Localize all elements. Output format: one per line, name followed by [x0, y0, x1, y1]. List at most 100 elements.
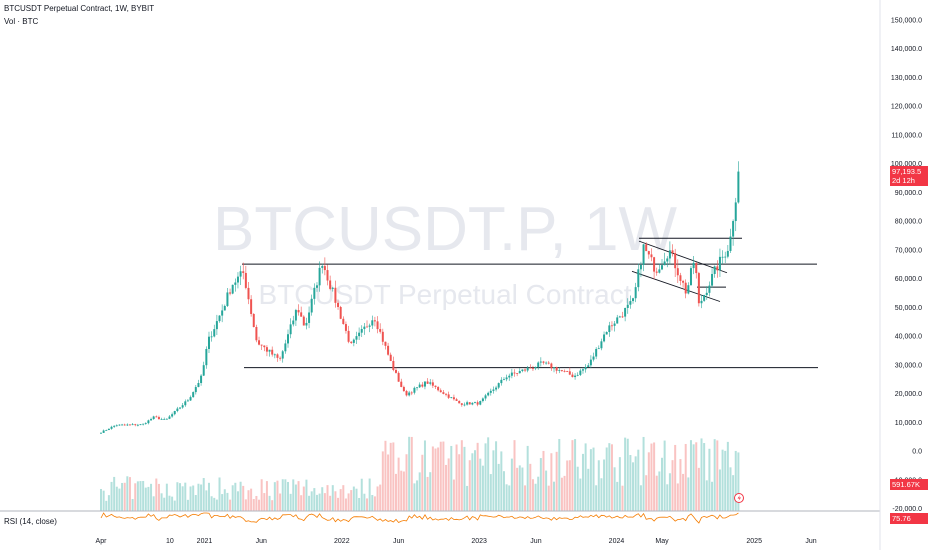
candle-body — [155, 416, 158, 418]
candle-body — [207, 336, 210, 349]
volume-bar — [521, 467, 524, 511]
volume-indicator-label[interactable]: Vol · BTC — [4, 17, 39, 26]
candle-body — [165, 418, 168, 420]
candle-body — [608, 325, 611, 333]
candle-body — [695, 262, 698, 274]
volume-bar — [231, 485, 234, 511]
volume-bar — [197, 483, 200, 511]
volume-bar — [524, 485, 527, 511]
candle-body — [384, 341, 387, 346]
candle-body — [192, 392, 195, 398]
candle-body — [279, 357, 282, 359]
candle-body — [605, 332, 608, 335]
candle-body — [213, 329, 216, 337]
volume-bar — [531, 479, 534, 511]
candle-body — [368, 325, 371, 327]
volume-bar — [408, 436, 411, 511]
candle-body — [450, 397, 453, 399]
x-tick-label: 2025 — [746, 538, 762, 545]
volume-bar — [223, 489, 226, 511]
candle-body — [618, 316, 621, 318]
volume-bar — [323, 493, 326, 511]
volume-bar — [558, 438, 561, 511]
volume-bar — [668, 473, 671, 511]
volume-bar — [589, 449, 592, 511]
volume-bar — [423, 440, 426, 511]
candle-body — [510, 372, 513, 376]
last-price: 97,193.5 — [892, 167, 922, 176]
volume-bar — [434, 448, 437, 511]
candle-body — [273, 354, 276, 356]
volume-bar — [460, 440, 463, 511]
candle-body — [526, 367, 529, 371]
volume-bar — [471, 453, 474, 511]
volume-bar — [487, 437, 490, 511]
volume-bar — [215, 499, 218, 511]
candle-body — [674, 253, 677, 269]
candle-body — [658, 269, 661, 273]
candle-body — [521, 369, 524, 372]
volume-bar — [674, 444, 677, 511]
volume-bar — [387, 454, 390, 511]
rsi-indicator-label[interactable]: RSI (14, close) — [4, 517, 57, 526]
volume-bar — [139, 481, 142, 511]
time-axis[interactable]: Apr 10 2021 Jun 2022 Jun 2023 Jun 2024 May 2025 Jun — [96, 538, 817, 545]
volume-bar — [368, 478, 371, 511]
channel-lower-line[interactable] — [631, 270, 721, 302]
candle-body — [157, 417, 160, 420]
volume-bar — [252, 499, 255, 511]
y-tick-label: 90,000.0 — [895, 190, 922, 197]
x-tick-label: 2021 — [197, 538, 213, 545]
volume-bar — [400, 470, 403, 511]
candle-body — [418, 384, 421, 388]
candle-body — [387, 345, 390, 355]
volume-bar — [526, 445, 529, 511]
volume-bar — [621, 485, 624, 511]
candle-body — [402, 386, 405, 392]
candle-body — [121, 424, 124, 426]
candle-body — [692, 262, 695, 269]
volume-bar — [213, 497, 216, 511]
candle-body — [429, 382, 432, 384]
y-tick-label: -20,000.0 — [892, 506, 922, 513]
volume-bar — [682, 473, 685, 511]
volume-bar — [168, 495, 171, 511]
volume-bar — [410, 436, 413, 511]
volume-bar — [468, 460, 471, 511]
candle-body — [352, 339, 355, 343]
candle-body — [479, 401, 482, 405]
volume-bar — [716, 440, 719, 511]
candle-body — [342, 318, 345, 325]
volume-bar — [560, 477, 563, 511]
volume-bar — [155, 478, 158, 511]
chart-title[interactable]: BTCUSDT Perpetual Contract, 1W, BYBIT — [4, 4, 155, 13]
channel-upper-line[interactable] — [638, 240, 728, 274]
volume-bar — [144, 487, 147, 511]
volume-bar — [373, 496, 376, 511]
volume-bar — [413, 483, 416, 511]
candle-body — [703, 295, 706, 301]
volume-bar — [276, 480, 279, 511]
volume-bar — [597, 460, 600, 511]
volume-bar — [171, 496, 174, 511]
candle-body — [260, 344, 263, 346]
volume-bar — [318, 493, 321, 511]
candle-body — [334, 287, 337, 303]
volume-bar — [337, 497, 340, 511]
alert-bolt-icon[interactable] — [734, 493, 744, 503]
volume-bar — [355, 488, 358, 511]
price-axis[interactable]: 150,000.0 140,000.0 130,000.0 120,000.0 110,… — [891, 17, 922, 513]
candle-body — [115, 425, 118, 427]
candle-body — [134, 424, 137, 426]
volume-bar — [553, 481, 556, 511]
candle-body — [705, 292, 708, 296]
volume-bar — [113, 476, 116, 511]
volume-bar — [726, 441, 729, 511]
candle-body — [637, 269, 640, 288]
y-tick-label: 40,000.0 — [895, 334, 922, 341]
candle-body — [202, 365, 205, 376]
candle-body — [492, 389, 495, 391]
y-tick-label: 70,000.0 — [895, 247, 922, 254]
candle-body — [671, 250, 674, 254]
